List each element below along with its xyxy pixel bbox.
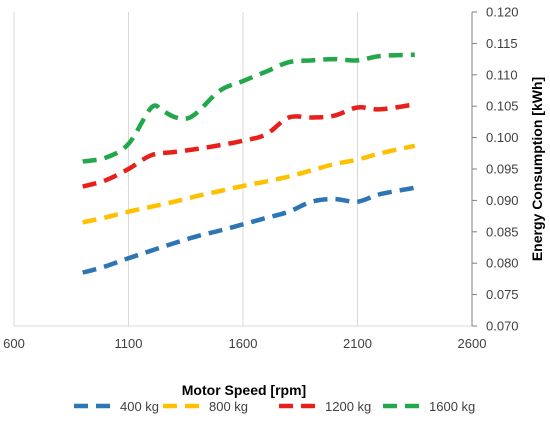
series-line-1600-kg xyxy=(82,52,415,164)
x-tick-label-1: 1100 xyxy=(115,336,143,351)
x-tick-label-2: 1600 xyxy=(229,336,258,351)
x-tick-label-3: 2100 xyxy=(343,336,372,351)
legend: 400 kg 800 kg 1200 kg 1600 kg xyxy=(74,399,475,414)
y-tick-label-8: 0.110 xyxy=(486,67,518,82)
y-tick-label-0: 0.070 xyxy=(486,319,519,334)
legend-label-0: 400 kg xyxy=(120,399,159,414)
y-tick-label-2: 0.080 xyxy=(486,256,519,271)
y-tick-label-3: 0.085 xyxy=(486,224,519,239)
y-tick-label-7: 0.105 xyxy=(486,99,519,114)
x-tick-labels: 600 1100 1600 2100 2600 xyxy=(3,336,486,351)
legend-label-1: 800 kg xyxy=(209,399,248,414)
axes xyxy=(471,11,477,327)
legend-label-2: 1200 kg xyxy=(325,399,371,414)
x-tick-label-4: 2600 xyxy=(458,336,487,351)
legend-label-3: 1600 kg xyxy=(429,399,475,414)
y-tick-label-10: 0.120 xyxy=(486,5,519,20)
y-tick-label-5: 0.095 xyxy=(486,162,519,177)
vertical-gridlines xyxy=(13,12,473,327)
y-tick-label-9: 0.115 xyxy=(486,36,518,51)
series-lines xyxy=(82,52,416,275)
y-tick-label-1: 0.075 xyxy=(486,287,519,302)
series-line-1200-kg xyxy=(82,102,416,189)
y-tick-label-6: 0.100 xyxy=(486,130,519,145)
series-line-800-kg xyxy=(82,143,416,225)
x-tick-label-0: 600 xyxy=(3,336,25,351)
series-line-400-kg xyxy=(82,185,416,275)
x-axis-title: Motor Speed [rpm] xyxy=(182,382,306,398)
y-tick-labels: 0.070 0.075 0.080 0.085 0.090 0.095 0.100 0.105… xyxy=(486,5,519,334)
y-axis-title: Energy Consumption [kWh] xyxy=(529,77,545,261)
y-tick-label-4: 0.090 xyxy=(486,193,519,208)
